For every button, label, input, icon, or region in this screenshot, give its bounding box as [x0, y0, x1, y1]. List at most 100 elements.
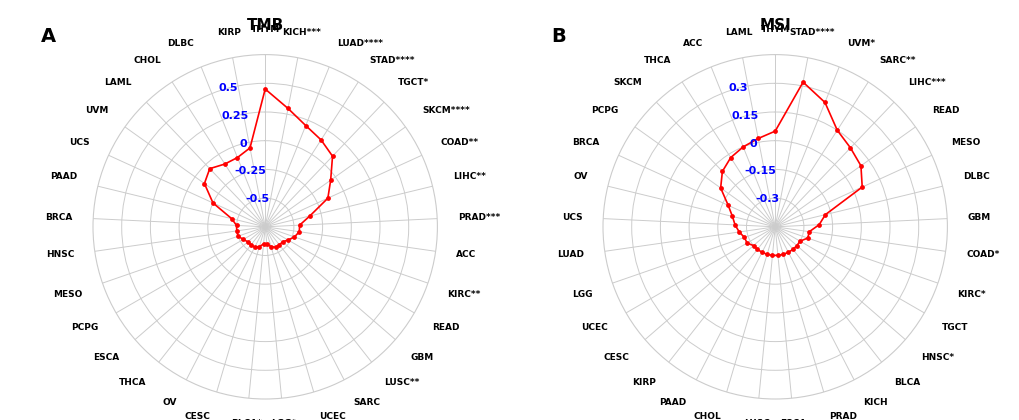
Text: -0.3: -0.3	[755, 194, 780, 204]
Text: KIRC**: KIRC**	[447, 290, 480, 299]
Text: GBM: GBM	[411, 353, 434, 362]
Point	[228, 222, 245, 229]
Point	[247, 244, 263, 251]
Title: MSI: MSI	[758, 18, 791, 33]
Text: LUSC: LUSC	[743, 419, 769, 420]
Point	[286, 234, 303, 240]
Text: LGG: LGG	[572, 290, 592, 299]
Text: KIRC*: KIRC*	[957, 290, 985, 299]
Text: CESC: CESC	[603, 353, 629, 362]
Text: LIHC***: LIHC***	[907, 78, 945, 87]
Point	[738, 240, 754, 247]
Point	[324, 153, 340, 160]
Point	[758, 251, 774, 258]
Point	[780, 249, 796, 256]
Text: UCEC: UCEC	[319, 412, 345, 420]
Text: MESO: MESO	[54, 290, 83, 299]
Point	[774, 251, 791, 258]
Point	[828, 127, 845, 134]
Text: UVM*: UVM*	[846, 39, 874, 48]
Point	[799, 235, 815, 242]
Text: TGCT: TGCT	[942, 323, 968, 332]
Point	[769, 252, 786, 259]
Point	[810, 221, 826, 228]
Point	[251, 243, 267, 250]
Text: BRCA: BRCA	[572, 138, 599, 147]
Text: THCA: THCA	[118, 378, 146, 387]
Point	[745, 242, 761, 249]
Text: PAAD: PAAD	[659, 398, 686, 407]
Point	[723, 213, 740, 220]
Point	[271, 241, 287, 248]
Point	[263, 243, 279, 250]
Text: ESCA: ESCA	[93, 353, 119, 362]
Point	[257, 86, 273, 92]
Text: CESC: CESC	[184, 412, 211, 420]
Point	[205, 200, 221, 206]
Text: CHOL: CHOL	[693, 412, 720, 420]
Text: KICH: KICH	[863, 398, 888, 407]
Point	[784, 246, 800, 253]
Point	[202, 165, 218, 172]
Text: LAML: LAML	[725, 29, 752, 37]
Point	[223, 215, 239, 222]
Text: KIRP: KIRP	[632, 378, 655, 387]
Text: SARC**: SARC**	[878, 55, 915, 65]
Point	[279, 236, 296, 243]
Point	[298, 122, 314, 129]
Point	[749, 135, 765, 142]
Text: PCPG: PCPG	[71, 323, 98, 332]
Text: PCPG: PCPG	[590, 106, 618, 115]
Text: THYM: THYM	[251, 25, 279, 34]
Text: STAD****: STAD****	[788, 29, 834, 37]
Text: READ: READ	[432, 323, 460, 332]
Text: 0.3: 0.3	[728, 83, 747, 93]
Text: -0.15: -0.15	[744, 166, 775, 176]
Point	[719, 202, 736, 209]
Point	[255, 241, 271, 247]
Text: ACC: ACC	[683, 39, 703, 48]
Text: UVM: UVM	[85, 106, 108, 115]
Text: BRCA: BRCA	[45, 213, 72, 222]
Point	[727, 221, 743, 228]
Point	[313, 136, 329, 143]
Point	[736, 234, 752, 241]
Text: OV: OV	[573, 172, 587, 181]
Point	[229, 154, 246, 161]
Point	[788, 242, 804, 249]
Point	[319, 195, 335, 202]
Text: PRAD***: PRAD***	[458, 213, 499, 222]
Text: GBM: GBM	[967, 213, 990, 222]
Text: A: A	[41, 27, 56, 46]
Text: KICH***: KICH***	[282, 29, 321, 37]
Point	[279, 105, 296, 112]
Point	[753, 249, 769, 256]
Text: 0.5: 0.5	[218, 83, 237, 93]
Point	[242, 144, 258, 151]
Text: LUSC**: LUSC**	[384, 378, 420, 387]
Point	[852, 163, 868, 169]
Text: BLCA: BLCA	[894, 378, 920, 387]
Point	[196, 180, 212, 187]
Text: LUAD: LUAD	[556, 250, 584, 259]
Text: READ: READ	[931, 106, 959, 115]
Text: LGG*: LGG*	[271, 419, 296, 420]
Text: -0.25: -0.25	[234, 166, 266, 176]
Text: HNSC: HNSC	[46, 250, 74, 259]
Text: 0: 0	[748, 139, 756, 149]
Point	[816, 211, 833, 218]
Title: TMB: TMB	[247, 18, 283, 33]
Text: LIHC**: LIHC**	[452, 172, 485, 181]
Point	[322, 177, 338, 184]
Text: SKCM: SKCM	[612, 78, 642, 87]
Text: THCA: THCA	[643, 55, 671, 65]
Point	[800, 228, 816, 235]
Point	[766, 128, 783, 134]
Text: B: B	[550, 27, 565, 46]
Text: 0.15: 0.15	[732, 111, 758, 121]
Point	[259, 241, 275, 247]
Point	[291, 222, 308, 228]
Point	[749, 246, 765, 253]
Text: OV: OV	[162, 398, 176, 407]
Text: UCS: UCS	[561, 213, 582, 222]
